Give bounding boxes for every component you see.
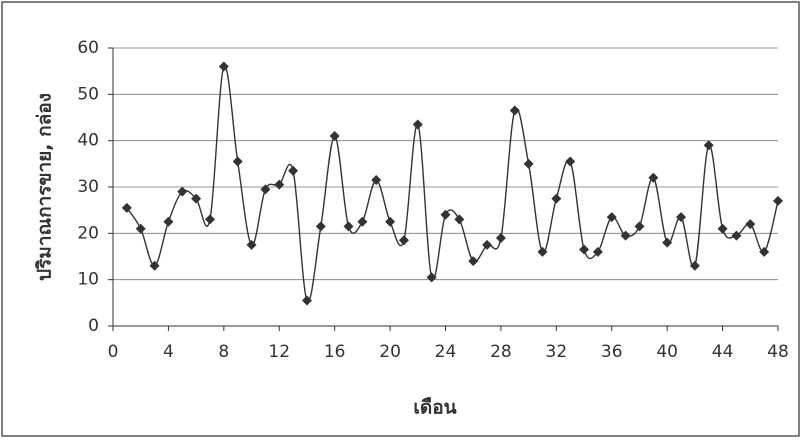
data-point bbox=[731, 230, 742, 241]
x-tick-label: 20 bbox=[379, 342, 401, 362]
data-point bbox=[745, 219, 756, 230]
data-point bbox=[343, 221, 354, 232]
data-point bbox=[232, 156, 243, 167]
x-tick-label: 40 bbox=[656, 342, 678, 362]
data-point bbox=[121, 202, 132, 213]
y-tick-label: 50 bbox=[77, 84, 99, 104]
x-tick-label: 12 bbox=[268, 342, 290, 362]
y-tick-label: 20 bbox=[77, 223, 99, 243]
x-tick-label: 24 bbox=[435, 342, 457, 362]
data-point bbox=[759, 246, 770, 257]
data-point bbox=[329, 131, 340, 142]
data-point bbox=[676, 212, 687, 223]
data-point bbox=[135, 223, 146, 234]
data-point bbox=[592, 246, 603, 257]
data-point bbox=[495, 232, 506, 243]
data-point bbox=[218, 61, 229, 72]
y-tick-label: 30 bbox=[77, 177, 99, 197]
data-point bbox=[606, 212, 617, 223]
x-tick-label: 0 bbox=[108, 342, 119, 362]
data-point bbox=[717, 223, 728, 234]
data-point bbox=[537, 246, 548, 257]
data-point bbox=[177, 186, 188, 197]
data-point bbox=[371, 175, 382, 186]
data-point bbox=[634, 221, 645, 232]
data-point bbox=[773, 195, 783, 206]
data-point bbox=[523, 158, 534, 169]
y-tick-label: 0 bbox=[88, 316, 99, 336]
data-point bbox=[440, 209, 451, 220]
data-point bbox=[579, 244, 590, 255]
data-point bbox=[454, 214, 465, 225]
data-point bbox=[509, 105, 520, 116]
data-point bbox=[288, 165, 299, 176]
data-point bbox=[551, 193, 562, 204]
data-point bbox=[412, 119, 423, 130]
x-tick-label: 4 bbox=[163, 342, 174, 362]
x-tick-label: 8 bbox=[218, 342, 229, 362]
data-point bbox=[191, 193, 202, 204]
data-point bbox=[468, 256, 479, 267]
x-tick-label: 48 bbox=[767, 342, 789, 362]
data-point bbox=[689, 260, 700, 271]
x-tick-label: 28 bbox=[490, 342, 512, 362]
x-tick-label: 36 bbox=[601, 342, 623, 362]
data-point bbox=[149, 260, 160, 271]
data-point bbox=[703, 140, 714, 151]
y-axis-label: ปริมาณการขาย, กล่อง bbox=[34, 93, 56, 281]
x-tick-label: 44 bbox=[712, 342, 734, 362]
data-point bbox=[301, 295, 312, 306]
x-tick-label: 32 bbox=[546, 342, 568, 362]
data-point bbox=[357, 216, 368, 227]
y-tick-label: 40 bbox=[77, 131, 99, 151]
data-point bbox=[398, 235, 409, 246]
data-point bbox=[260, 184, 271, 195]
data-point bbox=[385, 216, 396, 227]
data-point bbox=[163, 216, 174, 227]
data-point bbox=[662, 237, 673, 248]
y-tick-label: 60 bbox=[77, 38, 99, 58]
data-point bbox=[426, 272, 437, 283]
data-point bbox=[620, 230, 631, 241]
data-point bbox=[482, 239, 493, 250]
data-point bbox=[204, 214, 215, 225]
data-point bbox=[274, 179, 285, 190]
data-point bbox=[565, 156, 576, 167]
data-point bbox=[648, 172, 659, 183]
x-axis-label: เดือน bbox=[413, 397, 456, 419]
data-point bbox=[246, 239, 257, 250]
data-point bbox=[315, 221, 326, 232]
x-tick-label: 16 bbox=[324, 342, 346, 362]
y-tick-label: 10 bbox=[77, 270, 99, 290]
